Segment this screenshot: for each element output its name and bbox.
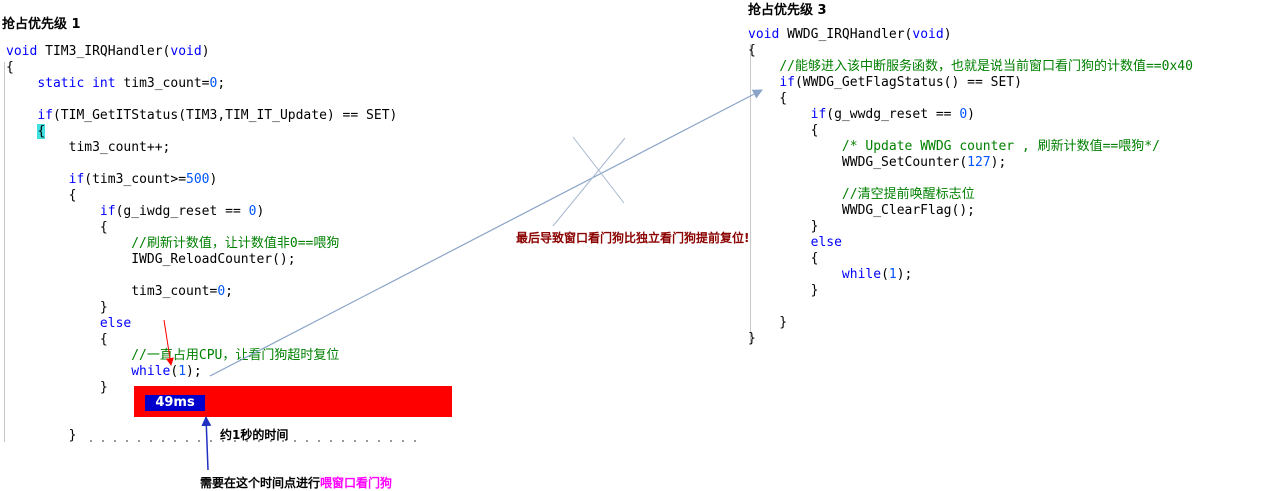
- left-code-line: if(TIM_GetITStatus(TIM3,TIM_IT_Update) =…: [37, 108, 398, 123]
- left-code-line: //一直占用CPU，让看门狗超时复位: [131, 348, 340, 363]
- timer-label: 49ms: [145, 395, 205, 411]
- early-reset-note: 最后导致窗口看门狗比独立看门狗提前复位!: [516, 231, 750, 245]
- left-code-line: {: [6, 60, 14, 75]
- right-code-line: //能够进入该中断服务函数，也就是说当前窗口看门狗的计数值==0x40: [779, 59, 1193, 74]
- left-code-line: tim3_count++;: [6, 140, 171, 155]
- need-feed-note: 需要在这个时间点进行喂窗口看门狗: [200, 474, 392, 491]
- one-second-note: 约1秒的时间: [220, 428, 289, 442]
- left-code-line: }: [6, 380, 108, 395]
- right-code-line: }: [748, 283, 819, 298]
- need-feed-prefix: 需要在这个时间点进行: [200, 476, 321, 490]
- left-code-line: static int tim3_count=0;: [37, 76, 226, 91]
- right-code-line: }: [748, 315, 788, 330]
- left-code-line: if(tim3_count>=500): [68, 172, 218, 187]
- right-code-line: else: [810, 235, 842, 250]
- right-code-line: {: [748, 251, 819, 266]
- left-code-line: else: [99, 316, 132, 331]
- right-code-line: {: [748, 91, 788, 106]
- cross-line-2: [552, 137, 626, 227]
- left-code-line: IWDG_ReloadCounter();: [6, 252, 296, 267]
- right-code-line: WWDG_SetCounter(127);: [748, 155, 1007, 170]
- left-code-line: {: [6, 220, 108, 235]
- right-gutter: [750, 44, 751, 344]
- left-code-line: {: [37, 124, 46, 139]
- right-code-line: WWDG_ClearFlag();: [748, 203, 975, 218]
- need-feed-highlight: 喂窗口看门狗: [320, 476, 393, 490]
- right-code-line: if(g_wwdg_reset == 0): [810, 107, 975, 122]
- left-code-line: {: [6, 332, 108, 347]
- right-code-block: void WWDG_IRQHandler(void){ //能够进入该中断服务函…: [748, 27, 1193, 347]
- left-code-line: if(g_iwdg_reset == 0): [99, 204, 265, 219]
- left-code-line: }: [6, 428, 77, 443]
- right-code-line: {: [748, 123, 819, 138]
- right-code-line: while(1);: [841, 267, 913, 282]
- left-code-line: {: [6, 188, 77, 203]
- right-code-line: {: [748, 43, 756, 58]
- dotted-separator: [90, 440, 420, 442]
- left-code-line: while(1);: [131, 364, 202, 379]
- blue-pointer-arrow: [201, 416, 212, 471]
- right-code-line: //清空提前唤醒标志位: [841, 187, 975, 202]
- right-code-line: void WWDG_IRQHandler(void): [748, 27, 952, 42]
- long-arrow: [209, 89, 763, 377]
- left-code-block: void TIM3_IRQHandler(void){ static int t…: [6, 44, 397, 444]
- left-code-line: }: [6, 300, 108, 315]
- right-code-line: }: [748, 331, 756, 346]
- right-title: 抢占优先级 3: [748, 3, 827, 18]
- left-code-line: tim3_count=0;: [6, 284, 233, 299]
- right-code-line: }: [748, 219, 819, 234]
- left-title: 抢占优先级 1: [2, 17, 81, 32]
- right-code-line: if(WWDG_GetFlagStatus() == SET): [779, 75, 1022, 90]
- left-gutter: [4, 62, 5, 442]
- left-code-line: //刷新计数值，让计数值非0==喂狗: [131, 236, 340, 251]
- left-code-line: void TIM3_IRQHandler(void): [6, 44, 210, 59]
- right-code-line: /* Update WWDG counter , 刷新计数值==喂狗*/: [841, 139, 1160, 154]
- red-pointer-arrow: [163, 319, 174, 366]
